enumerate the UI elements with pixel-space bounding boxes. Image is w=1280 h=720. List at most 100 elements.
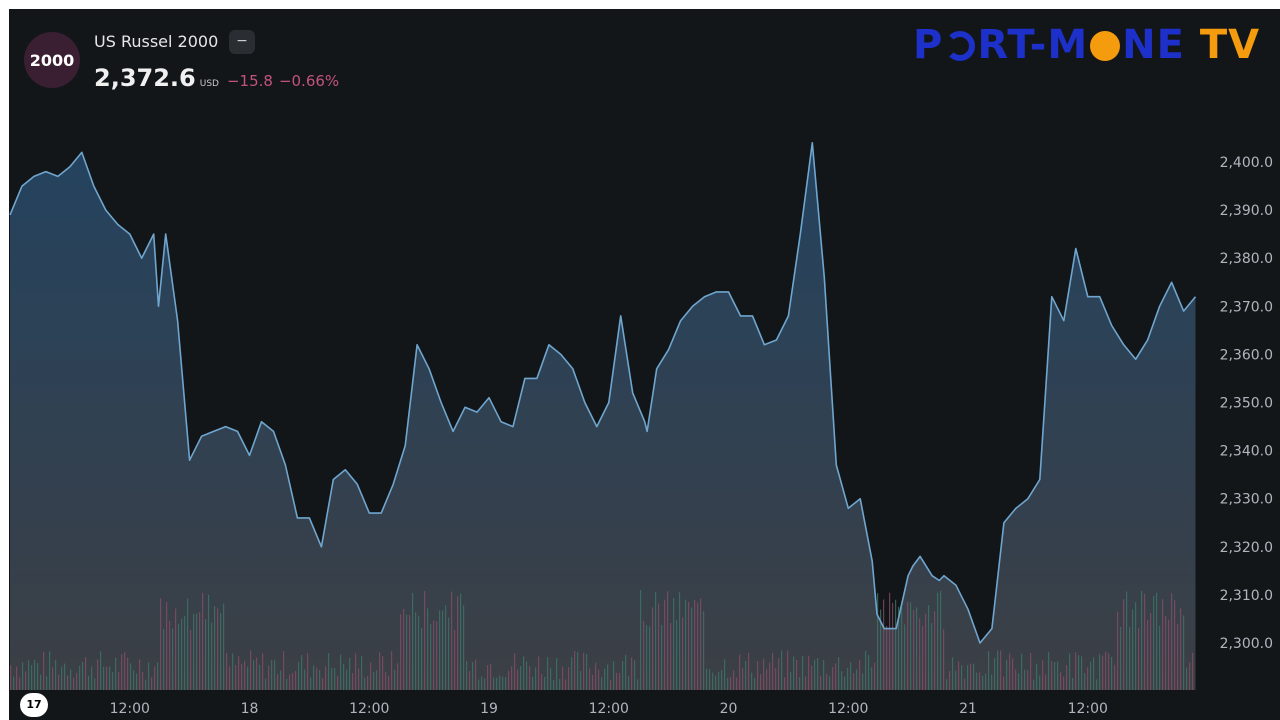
- tradingview-logo-icon[interactable]: 17: [20, 693, 48, 717]
- volume-bar: [460, 593, 462, 690]
- volume-bar: [910, 602, 912, 690]
- volume-bar: [568, 667, 570, 690]
- volume-bar: [667, 591, 669, 690]
- volume-bar: [1039, 675, 1041, 690]
- volume-bar: [337, 676, 339, 690]
- volume-bar: [832, 667, 834, 690]
- volume-bar: [550, 668, 552, 690]
- volume-bar: [946, 679, 948, 690]
- volume-bar: [367, 675, 369, 690]
- volume-bar: [997, 650, 999, 690]
- volume-bar: [1093, 657, 1095, 690]
- volume-bar: [1165, 615, 1167, 690]
- volume-bar: [331, 667, 333, 690]
- volume-bar: [850, 662, 852, 690]
- volume-bar: [424, 590, 426, 690]
- volume-bar: [529, 666, 531, 690]
- currency-label: USD: [199, 79, 219, 89]
- symbol-avatar[interactable]: 2000: [24, 32, 80, 88]
- volume-bar: [1015, 669, 1017, 690]
- price-line-layer: [9, 142, 1197, 644]
- y-axis: 2,300.0 2,310.0 2,320.0 2,330.0 2,340.0 2,350…: [1220, 155, 1273, 652]
- volume-bar: [139, 659, 141, 690]
- x-tick-label: 20: [720, 701, 738, 717]
- volume-bar: [757, 660, 759, 690]
- volume-bar: [310, 677, 312, 690]
- volume-bar: [181, 618, 183, 690]
- volume-bar: [1027, 670, 1029, 690]
- volume-bar: [355, 653, 357, 690]
- volume-bar: [253, 660, 255, 690]
- volume-bar: [88, 675, 90, 690]
- volume-bar: [1147, 619, 1149, 690]
- volume-bar: [1144, 593, 1146, 690]
- brand-logo: P RT-M NE TV: [913, 22, 1260, 68]
- x-tick-label: 21: [959, 701, 977, 717]
- volume-bar: [772, 652, 774, 690]
- volume-bar: [544, 676, 546, 690]
- volume-bar: [853, 673, 855, 690]
- volume-bar: [625, 654, 627, 690]
- volume-bar: [415, 612, 417, 690]
- volume-bar: [823, 659, 825, 690]
- x-tick-label: 18: [241, 701, 259, 717]
- y-tick-label: 2,400.0: [1220, 155, 1273, 171]
- volume-bar: [805, 676, 807, 690]
- volume-bar: [814, 659, 816, 690]
- volume-bar: [721, 669, 723, 690]
- volume-bar: [718, 671, 720, 690]
- volume-bar: [316, 667, 318, 690]
- volume-bar: [751, 672, 753, 690]
- volume-bar: [793, 656, 795, 690]
- volume-bar: [676, 620, 678, 690]
- volume-bar: [826, 673, 828, 690]
- volume-bar: [649, 626, 651, 690]
- volume-bar: [430, 623, 432, 690]
- volume-bar: [856, 669, 858, 690]
- volume-bar: [733, 670, 735, 690]
- volume-bar: [889, 592, 891, 690]
- volume-bar: [535, 667, 537, 690]
- price-line: [9, 142, 1197, 644]
- volume-bar: [592, 674, 594, 690]
- volume-bar: [1138, 628, 1140, 690]
- volume-bar: [1129, 627, 1131, 690]
- volume-bar: [790, 672, 792, 690]
- volume-bar: [748, 652, 750, 690]
- volume-bar: [184, 615, 186, 690]
- volume-bar: [160, 598, 162, 690]
- collapse-button[interactable]: −: [229, 30, 255, 54]
- volume-bar: [925, 613, 927, 690]
- volume-bar: [1111, 656, 1113, 690]
- volume-bar: [979, 672, 981, 690]
- volume-bar: [10, 665, 12, 690]
- volume-bar: [67, 675, 69, 690]
- volume-bar: [610, 679, 612, 690]
- volume-bar: [340, 654, 342, 690]
- volume-bar: [892, 602, 894, 690]
- volume-bar: [196, 613, 198, 690]
- volume-bar: [190, 629, 192, 690]
- volume-bar: [1108, 653, 1110, 690]
- volume-bar: [601, 677, 603, 690]
- volume-bar: [154, 666, 156, 690]
- volume-bar: [343, 663, 345, 690]
- volume-bar: [241, 663, 243, 690]
- volume-bar: [439, 610, 441, 690]
- volume-bar: [988, 651, 990, 690]
- volume-bar: [16, 666, 18, 690]
- volume-bar: [280, 670, 282, 690]
- volume-bar: [730, 677, 732, 690]
- volume-bar: [499, 675, 501, 690]
- volume-bar: [127, 657, 129, 690]
- volume-bar: [607, 664, 609, 690]
- volume-bar: [19, 677, 21, 690]
- volume-bar: [754, 678, 756, 690]
- volume-bar: [496, 677, 498, 690]
- volume-bar: [1009, 653, 1011, 690]
- volume-bar: [703, 611, 705, 690]
- volume-bar: [847, 668, 849, 690]
- volume-bar: [1114, 664, 1116, 690]
- volume-bar: [673, 598, 675, 690]
